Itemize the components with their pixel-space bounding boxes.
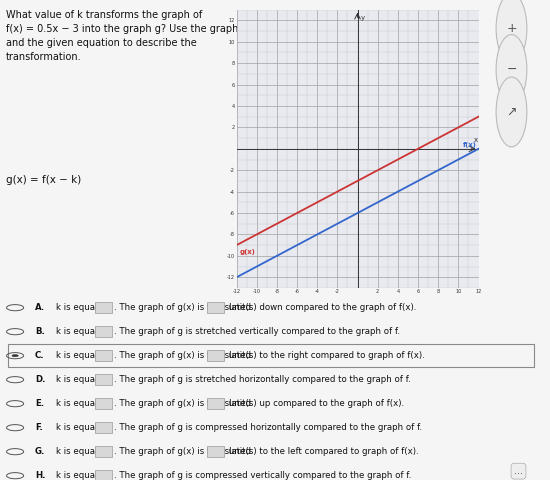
- Text: . The graph of g is stretched vertically compared to the graph of f.: . The graph of g is stretched vertically…: [114, 327, 400, 336]
- FancyBboxPatch shape: [207, 302, 224, 313]
- Circle shape: [496, 35, 527, 105]
- Text: C.: C.: [35, 351, 45, 360]
- Text: . The graph of g(x) is translated: . The graph of g(x) is translated: [114, 303, 251, 312]
- FancyBboxPatch shape: [95, 398, 112, 409]
- Text: E.: E.: [35, 399, 44, 408]
- Text: k is equal to: k is equal to: [56, 327, 112, 336]
- Text: unit(s) to the right compared to graph of f(x).: unit(s) to the right compared to graph o…: [226, 351, 425, 360]
- Text: k is equal to: k is equal to: [56, 471, 112, 480]
- FancyBboxPatch shape: [95, 470, 112, 480]
- Text: . The graph of g(x) is translated: . The graph of g(x) is translated: [114, 351, 251, 360]
- Text: . The graph of g(x) is translated: . The graph of g(x) is translated: [114, 447, 251, 456]
- Text: g(x): g(x): [240, 249, 255, 255]
- Text: . The graph of g is stretched horizontally compared to the graph of f.: . The graph of g is stretched horizontal…: [114, 375, 410, 384]
- FancyBboxPatch shape: [207, 398, 224, 409]
- Text: k is equal to: k is equal to: [56, 303, 112, 312]
- Text: k is equal to: k is equal to: [56, 375, 112, 384]
- Text: x: x: [474, 137, 477, 143]
- Text: . The graph of g is compressed horizontally compared to the graph of f.: . The graph of g is compressed horizonta…: [114, 423, 422, 432]
- Text: f(x): f(x): [463, 142, 476, 148]
- FancyBboxPatch shape: [207, 350, 224, 361]
- FancyBboxPatch shape: [95, 374, 112, 385]
- FancyBboxPatch shape: [207, 446, 224, 457]
- Text: ...: ...: [514, 466, 523, 476]
- Text: . The graph of g is compressed vertically compared to the graph of f.: . The graph of g is compressed verticall…: [114, 471, 411, 480]
- Text: . The graph of g(x) is translated: . The graph of g(x) is translated: [114, 399, 251, 408]
- Text: unit(s) down compared to the graph of f(x).: unit(s) down compared to the graph of f(…: [226, 303, 416, 312]
- Text: −: −: [506, 63, 517, 76]
- Text: What value of k transforms the graph of
f(x) = 0.5x − 3 into the graph g? Use th: What value of k transforms the graph of …: [6, 10, 238, 61]
- FancyBboxPatch shape: [95, 446, 112, 457]
- FancyBboxPatch shape: [95, 302, 112, 313]
- Text: G.: G.: [35, 447, 45, 456]
- Text: k is equal to: k is equal to: [56, 447, 112, 456]
- FancyBboxPatch shape: [95, 422, 112, 433]
- Text: g(x) = f(x − k): g(x) = f(x − k): [6, 176, 81, 185]
- Text: H.: H.: [35, 471, 45, 480]
- Circle shape: [12, 355, 18, 357]
- Text: k is equal to: k is equal to: [56, 351, 112, 360]
- Text: y: y: [360, 15, 365, 21]
- Text: k is equal to: k is equal to: [56, 399, 112, 408]
- Text: k is equal to: k is equal to: [56, 423, 112, 432]
- Text: D.: D.: [35, 375, 45, 384]
- Text: ↗: ↗: [506, 106, 517, 119]
- Text: +: +: [506, 22, 517, 35]
- Text: B.: B.: [35, 327, 45, 336]
- Text: F.: F.: [35, 423, 43, 432]
- Text: A.: A.: [35, 303, 45, 312]
- Text: unit(s) to the left compared to graph of f(x).: unit(s) to the left compared to graph of…: [226, 447, 419, 456]
- FancyBboxPatch shape: [95, 350, 112, 361]
- Circle shape: [496, 0, 527, 63]
- FancyBboxPatch shape: [95, 326, 112, 337]
- Text: unit(s) up compared to the graph of f(x).: unit(s) up compared to the graph of f(x)…: [226, 399, 404, 408]
- Circle shape: [496, 77, 527, 147]
